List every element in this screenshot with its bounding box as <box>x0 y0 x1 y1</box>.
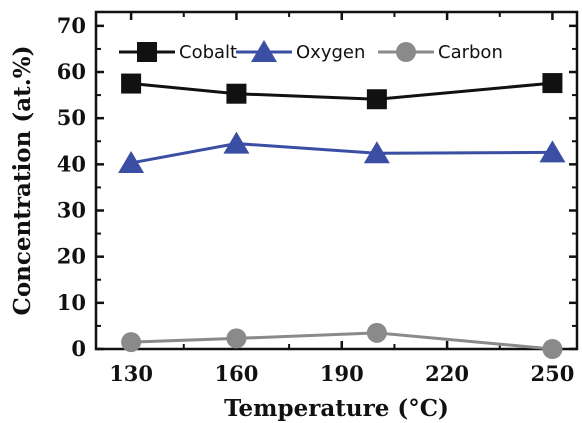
y-tick-label: 50 <box>57 105 86 130</box>
x-tick-label: 130 <box>109 361 153 386</box>
data-point <box>118 150 145 173</box>
x-tick-label: 220 <box>425 361 469 386</box>
y-tick-label: 20 <box>57 244 86 269</box>
legend-marker <box>137 42 157 62</box>
series-layer <box>118 73 566 359</box>
plot-frame <box>94 10 579 351</box>
data-point <box>223 131 250 154</box>
data-point <box>366 89 387 110</box>
data-point <box>121 73 142 94</box>
series-line <box>131 331 553 351</box>
legend-marker <box>251 40 277 62</box>
y-tick-label: 60 <box>57 59 86 84</box>
x-tick-label: 190 <box>320 361 364 386</box>
data-point <box>539 140 566 163</box>
series-carbon <box>121 322 563 359</box>
y-tick-label: 10 <box>57 290 86 315</box>
y-tick-label: 0 <box>71 336 86 361</box>
legend-marker <box>396 42 416 62</box>
y-axis-title: Concentration (at.%) <box>9 46 36 316</box>
x-axis-title: Temperature (°C) <box>224 395 449 422</box>
legend-label: Carbon <box>438 42 503 63</box>
series-oxygen <box>118 131 566 173</box>
series-line <box>130 81 553 101</box>
y-axis-ticks: 0 10 20 30 40 50 60 70 <box>57 13 577 361</box>
plot-area <box>94 10 579 351</box>
data-point <box>363 141 390 164</box>
legend-item-oxygen: Oxygen <box>236 40 365 63</box>
y-tick-label: 30 <box>57 198 86 223</box>
data-point <box>366 322 387 343</box>
x-tick-label: 250 <box>531 361 575 386</box>
legend-item-carbon: Carbon <box>378 42 503 63</box>
data-point <box>121 332 142 353</box>
legend: Cobalt Oxygen Carbon <box>119 40 503 63</box>
y-tick-label: 70 <box>57 13 86 38</box>
data-point <box>226 328 247 349</box>
y-tick-label: 40 <box>57 151 86 176</box>
legend-label: Cobalt <box>179 42 237 63</box>
legend-label: Oxygen <box>296 42 365 63</box>
data-point <box>226 83 247 104</box>
x-axis-ticks: 130 160 190 220 250 <box>109 12 574 386</box>
legend-item-cobalt: Cobalt <box>119 42 237 63</box>
x-tick-label: 160 <box>215 361 259 386</box>
series-cobalt <box>121 73 563 110</box>
data-point <box>542 339 563 359</box>
data-point <box>542 73 563 94</box>
series-line <box>130 142 553 165</box>
